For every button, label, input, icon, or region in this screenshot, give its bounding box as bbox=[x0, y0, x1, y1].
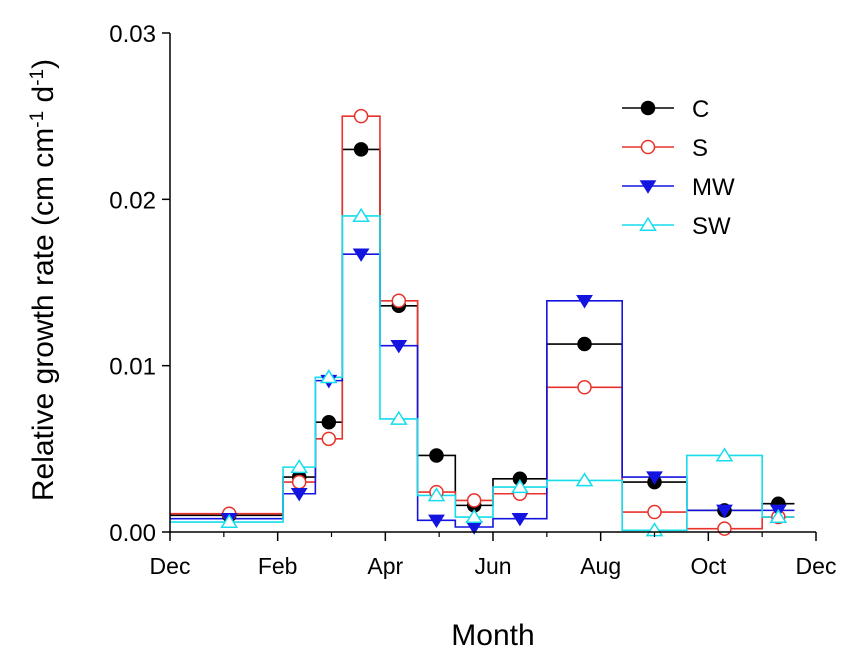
data-point-sw bbox=[575, 472, 594, 487]
data-point-sw bbox=[511, 478, 529, 494]
data-point-c bbox=[353, 142, 369, 157]
data-point-sw bbox=[319, 369, 338, 384]
y-tick-label: 0.02 bbox=[109, 187, 156, 214]
data-point-s bbox=[353, 108, 369, 124]
data-point-c bbox=[429, 448, 444, 463]
x-tick-label: Dec bbox=[150, 553, 191, 579]
data-point-sw bbox=[769, 508, 788, 524]
data-point-c bbox=[321, 414, 337, 430]
data-point-mw bbox=[290, 487, 308, 502]
series-line-sw bbox=[170, 215, 795, 532]
data-point-s bbox=[321, 431, 337, 447]
y-axis-title-end: ) bbox=[27, 59, 60, 69]
data-point-c bbox=[577, 336, 592, 352]
data-point-s bbox=[647, 504, 662, 520]
data-point-sw bbox=[427, 487, 446, 502]
legend-marker bbox=[639, 180, 657, 194]
data-point-s bbox=[717, 521, 732, 536]
y-tick-label: 0.01 bbox=[109, 354, 156, 381]
axes-layer: 0.00 0.01 0.02 0.03 Dec Feb Apr Jun Aug Oct Dec bbox=[109, 21, 836, 579]
legend-label: SW bbox=[692, 213, 731, 240]
data-point-sw bbox=[352, 207, 370, 222]
data-point-mw bbox=[352, 248, 370, 262]
legend-label: C bbox=[692, 96, 709, 123]
x-tick-label: Jun bbox=[474, 553, 511, 579]
x-tick-label: Apr bbox=[367, 553, 403, 579]
legend-item-c: C bbox=[622, 96, 709, 123]
legend: CS MW SW bbox=[622, 96, 735, 240]
y-axis-title-sup-1: -1 bbox=[27, 111, 48, 128]
y-axis-title-unit: d bbox=[27, 86, 60, 111]
y-axis-title: Relative growth rate (cm cm-1 d-1) bbox=[27, 59, 61, 501]
legend-label: S bbox=[692, 135, 708, 162]
y-axis-title-main: Relative growth rate (cm cm bbox=[27, 128, 60, 501]
x-tick-label: Aug bbox=[580, 553, 621, 579]
series-markers-mw bbox=[220, 248, 787, 535]
legend-item-sw: SW bbox=[622, 213, 731, 240]
series-c bbox=[170, 148, 795, 517]
data-point-mw bbox=[390, 339, 408, 354]
data-point-sw bbox=[389, 410, 408, 425]
data-point-s bbox=[291, 474, 307, 490]
legend-marker bbox=[640, 100, 656, 116]
data-point-mw bbox=[511, 512, 529, 527]
data-point-sw bbox=[465, 508, 484, 524]
series-sw bbox=[170, 215, 795, 532]
x-tick-label: Oct bbox=[690, 553, 726, 579]
legend-item-s: S bbox=[622, 135, 708, 162]
legend-marker bbox=[640, 139, 656, 155]
data-point-sw bbox=[220, 513, 239, 529]
data-point-s bbox=[577, 380, 592, 395]
series-line-mw bbox=[170, 253, 795, 528]
x-axis-title: Month bbox=[451, 619, 534, 649]
data-point-sw bbox=[715, 447, 734, 462]
legend-item-mw: MW bbox=[622, 174, 735, 201]
legend-marker bbox=[639, 216, 657, 231]
data-point-mw bbox=[576, 295, 593, 309]
x-tick-label: Dec bbox=[796, 553, 837, 579]
data-point-s bbox=[466, 493, 482, 508]
y-tick-label: 0.00 bbox=[109, 520, 156, 547]
series-mw bbox=[170, 253, 795, 528]
x-tick-label: Feb bbox=[258, 553, 298, 579]
data-point-mw bbox=[716, 504, 733, 519]
data-point-mw bbox=[428, 514, 445, 529]
data-point-s bbox=[391, 293, 407, 309]
legend-label: MW bbox=[692, 174, 735, 201]
data-point-sw bbox=[290, 458, 309, 474]
y-tick-label: 0.03 bbox=[109, 21, 156, 48]
data-point-mw bbox=[646, 471, 663, 485]
series-line-c bbox=[170, 148, 795, 517]
y-axis-title-sup-2: -1 bbox=[27, 69, 48, 86]
